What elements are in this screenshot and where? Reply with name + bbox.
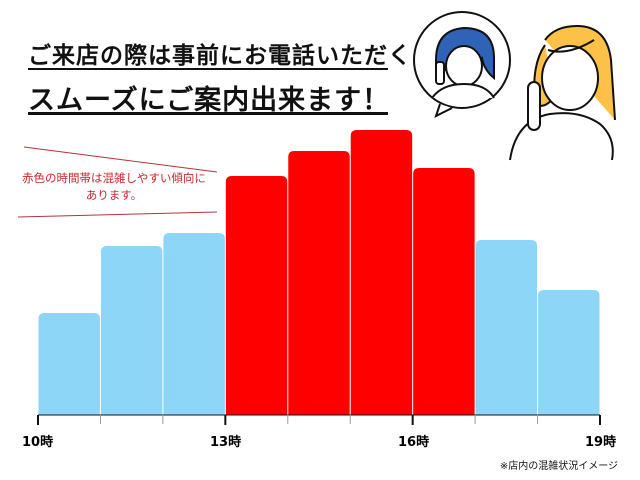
bar-14時 [288,151,350,415]
busy-note-line-1: 赤色の時間帯は混雑しやすい傾向に [22,171,206,185]
tick-label-19: 19時 [585,434,616,450]
phone-call-illustration [413,11,616,161]
headline-line-2: スムーズにご案内出来ます！ [28,85,391,116]
headline-underline-1 [28,68,388,70]
bar-13時 [225,176,288,415]
bar-16時 [413,168,475,415]
bar-10時 [38,313,100,415]
tick-label-10: 10時 [22,434,53,450]
tick-label-16: 16時 [398,434,429,450]
bar-12時 [163,233,225,415]
busy-note-line-2: あります。 [85,188,143,202]
headline-line-1: ご来店の際は事前にお電話いただくと [28,43,436,69]
footnote: ※店内の混雑状況イメージ [499,461,618,472]
busy-note: 赤色の時間帯は混雑しやすい傾向に あります。 [14,170,214,204]
headline-underline-2 [28,112,388,115]
bar-17時 [475,240,538,415]
bar-15時 [350,130,413,415]
note-line-top [23,146,218,173]
note-line-bottom [17,211,218,218]
bar-18時 [538,290,600,415]
bar-11時 [100,246,163,415]
tick-label-13: 13時 [210,434,241,450]
